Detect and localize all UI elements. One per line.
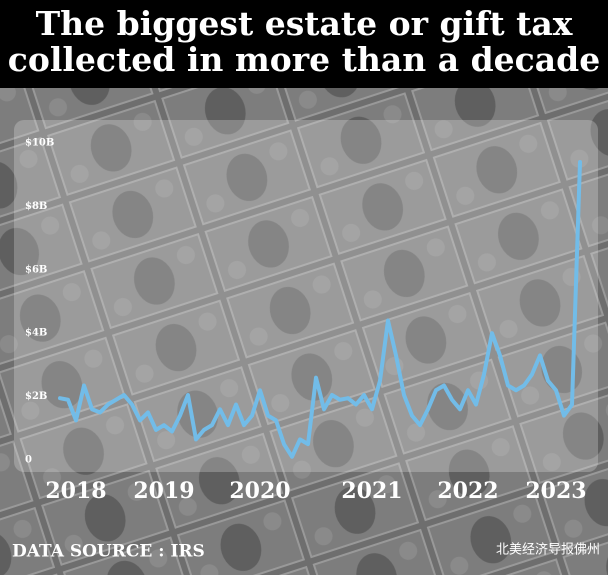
x-tick-label: 2022 bbox=[437, 478, 498, 504]
watermark: 北美经济导报佛州 bbox=[496, 543, 600, 558]
y-tick-label: $10B bbox=[25, 138, 54, 149]
x-tick-label: 2023 bbox=[525, 478, 586, 504]
chart-title: collected in more than a decade bbox=[8, 40, 600, 79]
source: DATA SOURCE : IRS bbox=[12, 542, 205, 562]
x-tick-label: 2021 bbox=[341, 478, 402, 504]
chart-title: The biggest estate or gift tax bbox=[36, 4, 573, 43]
background bbox=[0, 88, 608, 575]
y-tick-label: $6B bbox=[25, 264, 47, 275]
y-tick-label: $4B bbox=[25, 328, 47, 339]
x-tick-label: 2019 bbox=[133, 478, 194, 504]
line bbox=[58, 160, 582, 459]
y-tick-label: 0 bbox=[25, 455, 32, 466]
x-tick-label: 2018 bbox=[45, 478, 106, 504]
x-tick-label: 2020 bbox=[229, 478, 290, 504]
y-tick-label: $8B bbox=[25, 201, 47, 212]
panel bbox=[14, 120, 598, 472]
y-tick-label: $2B bbox=[25, 391, 47, 402]
title-band bbox=[0, 0, 608, 88]
